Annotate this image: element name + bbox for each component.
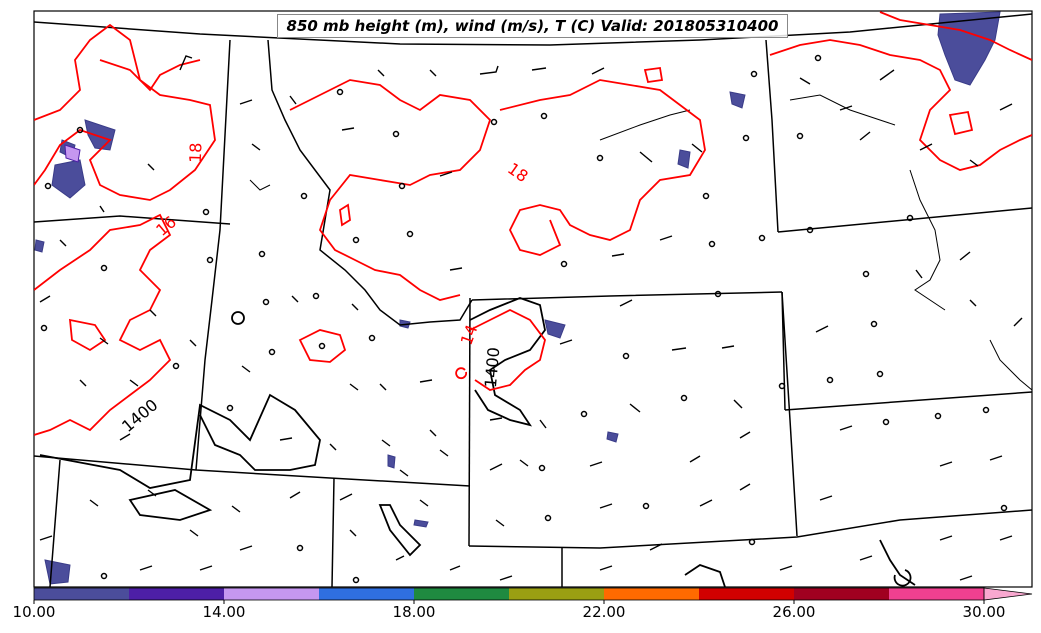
nevada-utah-border — [331, 477, 335, 587]
temperature-contours — [34, 11, 1032, 436]
river-east-dakota — [989, 339, 1032, 391]
colorbar-bin — [319, 588, 414, 600]
temp-contour-nw-a — [34, 23, 216, 201]
colorbar-bin — [509, 588, 604, 600]
temp-contour-c-14 — [469, 308, 546, 391]
colorbar — [33, 587, 1033, 604]
colorbar-bin — [889, 588, 984, 600]
temp-contour-c-loop — [298, 329, 347, 363]
colorbar-bin — [604, 588, 699, 600]
temp-contour-loop-a — [643, 66, 664, 84]
map-title: 850 mb height (m), wind (m/s), T (C) Val… — [277, 14, 788, 38]
height-se-loop — [893, 569, 912, 587]
wind-barbs — [39, 55, 1023, 581]
idaho-south-border — [34, 455, 471, 487]
temp-contour-north-central — [289, 79, 492, 301]
idaho-west-border — [195, 39, 231, 471]
temp-contour-ne — [769, 39, 1032, 171]
shade-c-2 — [606, 431, 619, 443]
river-idaho — [249, 179, 271, 191]
height-small-loop — [231, 311, 245, 325]
shade-n-2 — [677, 149, 691, 169]
colorbar-bin — [129, 588, 224, 600]
colorbar-bin — [414, 588, 509, 600]
height-loop-central — [469, 297, 546, 427]
river-ne — [909, 169, 946, 311]
temp-contour-loop-b — [948, 110, 974, 136]
colorbar-tick-30: 30.00 — [962, 603, 1006, 621]
colorbar-tick-22: 22.00 — [582, 603, 626, 621]
height-se — [879, 539, 916, 586]
colorbar-bin — [699, 588, 794, 600]
temp-contour-ne-top — [879, 11, 1032, 61]
colorbar-tick-26: 26.00 — [772, 603, 816, 621]
state-boundaries — [34, 13, 1032, 587]
temp-contour-n-mt — [499, 79, 706, 256]
height-south — [128, 489, 213, 521]
map-content: 18 18 16 14 1400 1400 — [34, 11, 1032, 587]
shade-n-1 — [729, 91, 746, 109]
utah-idaho-wyoming-border — [468, 297, 471, 547]
colorbar-tick-18: 18.00 — [392, 603, 436, 621]
temp-label-18-a: 18 — [186, 142, 206, 163]
oregon-nevada-line — [49, 459, 61, 587]
temp-contour-loop-d — [455, 367, 467, 380]
height-south-3 — [378, 504, 422, 557]
rivers — [249, 94, 1032, 391]
colorbar-tick-14: 14.00 — [202, 603, 246, 621]
temp-contour-loop-c — [339, 203, 351, 227]
montana-idaho-border — [267, 39, 473, 326]
map-frame — [33, 10, 1033, 588]
washington-oregon-border — [34, 215, 231, 225]
colorbar-bin — [224, 588, 319, 600]
wyoming-east-border — [781, 291, 798, 537]
sd-ne-border — [784, 391, 1032, 411]
temp-contour-w — [34, 213, 172, 436]
height-contours — [39, 297, 916, 587]
shade-s-2 — [387, 454, 396, 469]
shade-ne — [937, 11, 1001, 86]
shaded-regions — [34, 11, 1001, 585]
height-1400-west — [39, 393, 321, 489]
colorbar-extend-arrow — [983, 587, 1033, 601]
temp-contour-w-loop — [68, 318, 107, 352]
shade-s-1 — [413, 519, 429, 528]
calm-wind-markers — [40, 54, 1008, 584]
colorbar-bin — [34, 588, 129, 600]
colorbar-bin — [794, 588, 889, 600]
height-label-1400-b: 1400 — [481, 346, 503, 388]
montana-dakota-border — [765, 39, 779, 233]
shade-c-1 — [544, 319, 566, 339]
height-south-2 — [684, 564, 726, 587]
temp-contour-nw-b — [99, 59, 201, 92]
river-nd — [789, 94, 896, 126]
canada-border — [34, 13, 1032, 46]
colorbar-outline — [33, 587, 985, 601]
colorbar-tick-10: 10.00 — [12, 603, 56, 621]
shade-w — [34, 239, 45, 253]
shade-nw-highlight — [64, 144, 81, 163]
river-montana — [599, 109, 691, 141]
dakota-border — [777, 207, 1032, 233]
wyoming-south-border — [468, 509, 1032, 549]
